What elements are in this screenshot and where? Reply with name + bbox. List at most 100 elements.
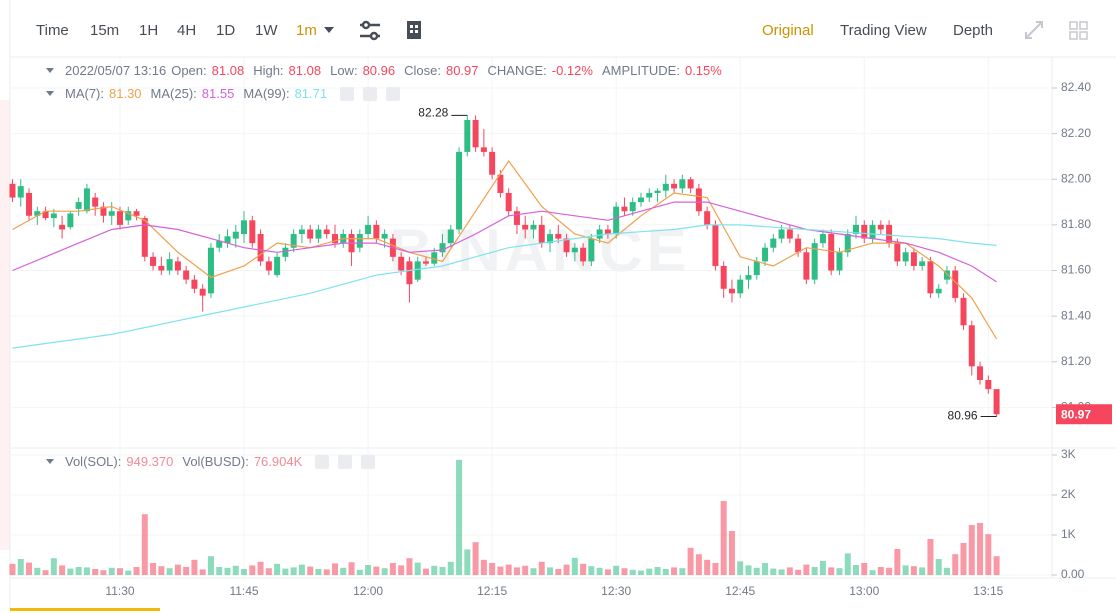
legend-value: 0.15% (684, 63, 722, 78)
volume-bar (555, 569, 562, 575)
volume-bar (480, 559, 487, 575)
candle-body (34, 211, 41, 216)
datetime: 2022/05/07 13:16 (65, 63, 167, 78)
candle-body (307, 229, 314, 239)
candle-body (447, 229, 454, 244)
candle-body (75, 202, 82, 209)
volume-bar (472, 542, 479, 575)
close-icon[interactable] (361, 454, 376, 469)
candle-body (26, 192, 33, 216)
indicator-icon[interactable] (407, 21, 421, 39)
x-tick-label: 12:15 (477, 584, 507, 598)
candle-body (728, 288, 735, 294)
last-price-label: 80.97 (1061, 407, 1091, 421)
volume-bar (42, 570, 49, 575)
view-button[interactable]: Original (762, 22, 814, 39)
high-label: 82.28 (418, 106, 448, 120)
collapse-arrow[interactable] (46, 459, 54, 464)
y-tick-label: 81.20 (1061, 354, 1091, 368)
volume-bar (753, 567, 760, 575)
volume-bar (935, 559, 942, 575)
candle-body (894, 243, 901, 262)
candle-body (456, 151, 463, 230)
interval-button[interactable]: 1D (216, 22, 235, 39)
interval-button[interactable]: 1m (296, 22, 317, 39)
candle-body (67, 213, 74, 228)
candle-body (985, 380, 992, 390)
candle-body (745, 275, 752, 280)
candle-body (174, 261, 181, 271)
volume-bar (489, 563, 496, 575)
view-button[interactable]: Trading View (840, 22, 927, 39)
candle-body (993, 389, 1000, 415)
candle-body (695, 188, 702, 212)
candle-body (753, 261, 760, 276)
interval-button[interactable]: 1W (255, 22, 278, 39)
volume-bar (803, 564, 810, 575)
collapse-arrow[interactable] (46, 68, 54, 73)
volume-bar (671, 567, 678, 575)
volume-bar (621, 568, 628, 575)
eye-icon[interactable] (340, 86, 355, 101)
volume-bar (199, 569, 206, 575)
candle-body (274, 256, 281, 276)
y-tick-label: 1K (1061, 527, 1076, 541)
candle-body (158, 265, 165, 271)
volume-value: 76.904K (253, 454, 303, 469)
candle-body (17, 186, 24, 198)
candle-body (853, 224, 860, 235)
volume-bar (985, 534, 992, 575)
settings-icon[interactable] (363, 86, 378, 101)
interval-button[interactable]: 15m (90, 22, 119, 39)
volume-bar (728, 531, 735, 575)
interval-button[interactable]: 1H (139, 22, 158, 39)
volume-label: Vol(BUSD): (182, 454, 249, 469)
volume-bar (588, 566, 595, 575)
volume-bar (637, 570, 644, 575)
candle-body (265, 261, 272, 271)
candle-body (571, 247, 578, 253)
left-strip (0, 100, 10, 550)
candle-body (861, 224, 868, 239)
volume-bar (116, 568, 123, 575)
candle-body (910, 252, 917, 266)
settings-icon[interactable] (338, 454, 353, 469)
candle-body (150, 256, 157, 266)
volume-bar (646, 568, 653, 575)
volume-bar (538, 561, 545, 575)
candle-body (836, 252, 843, 271)
settings-icon[interactable] (360, 20, 380, 41)
interval-button[interactable]: Time (36, 22, 69, 39)
candle-body (332, 234, 339, 244)
candle-body (819, 234, 826, 244)
candle-body (323, 229, 330, 235)
x-tick-label: 13:00 (849, 584, 879, 598)
view-button[interactable]: Depth (953, 22, 993, 39)
volume-bar (332, 563, 339, 575)
fullscreen-icon[interactable] (1025, 21, 1043, 39)
x-tick-label: 11:30 (105, 584, 134, 598)
volume-bar (836, 568, 843, 575)
volume-bar (257, 561, 264, 575)
ohlc-legend: 2022/05/07 13:16 Open: 81.08 High: 81.08 Low:… (46, 63, 726, 78)
volume-bar (679, 568, 686, 575)
candle-body (505, 192, 512, 212)
volume-bar (687, 547, 694, 575)
interval-button[interactable]: 4H (177, 22, 196, 39)
y-tick-label: 82.20 (1061, 126, 1091, 140)
dropdown-arrow[interactable] (324, 27, 334, 33)
volume-bar (92, 569, 99, 575)
eye-icon[interactable] (315, 454, 330, 469)
layout-icon[interactable] (1069, 21, 1088, 40)
candle-body (844, 234, 851, 253)
volume-bar (125, 570, 132, 575)
volume-bar (993, 556, 1000, 575)
x-tick-label: 11:45 (229, 584, 258, 598)
close-icon[interactable] (386, 86, 401, 101)
volume-bar (662, 569, 669, 575)
candle-body (869, 224, 876, 239)
candle-body (762, 247, 769, 262)
candle-body (141, 218, 148, 257)
collapse-arrow[interactable] (46, 91, 54, 96)
